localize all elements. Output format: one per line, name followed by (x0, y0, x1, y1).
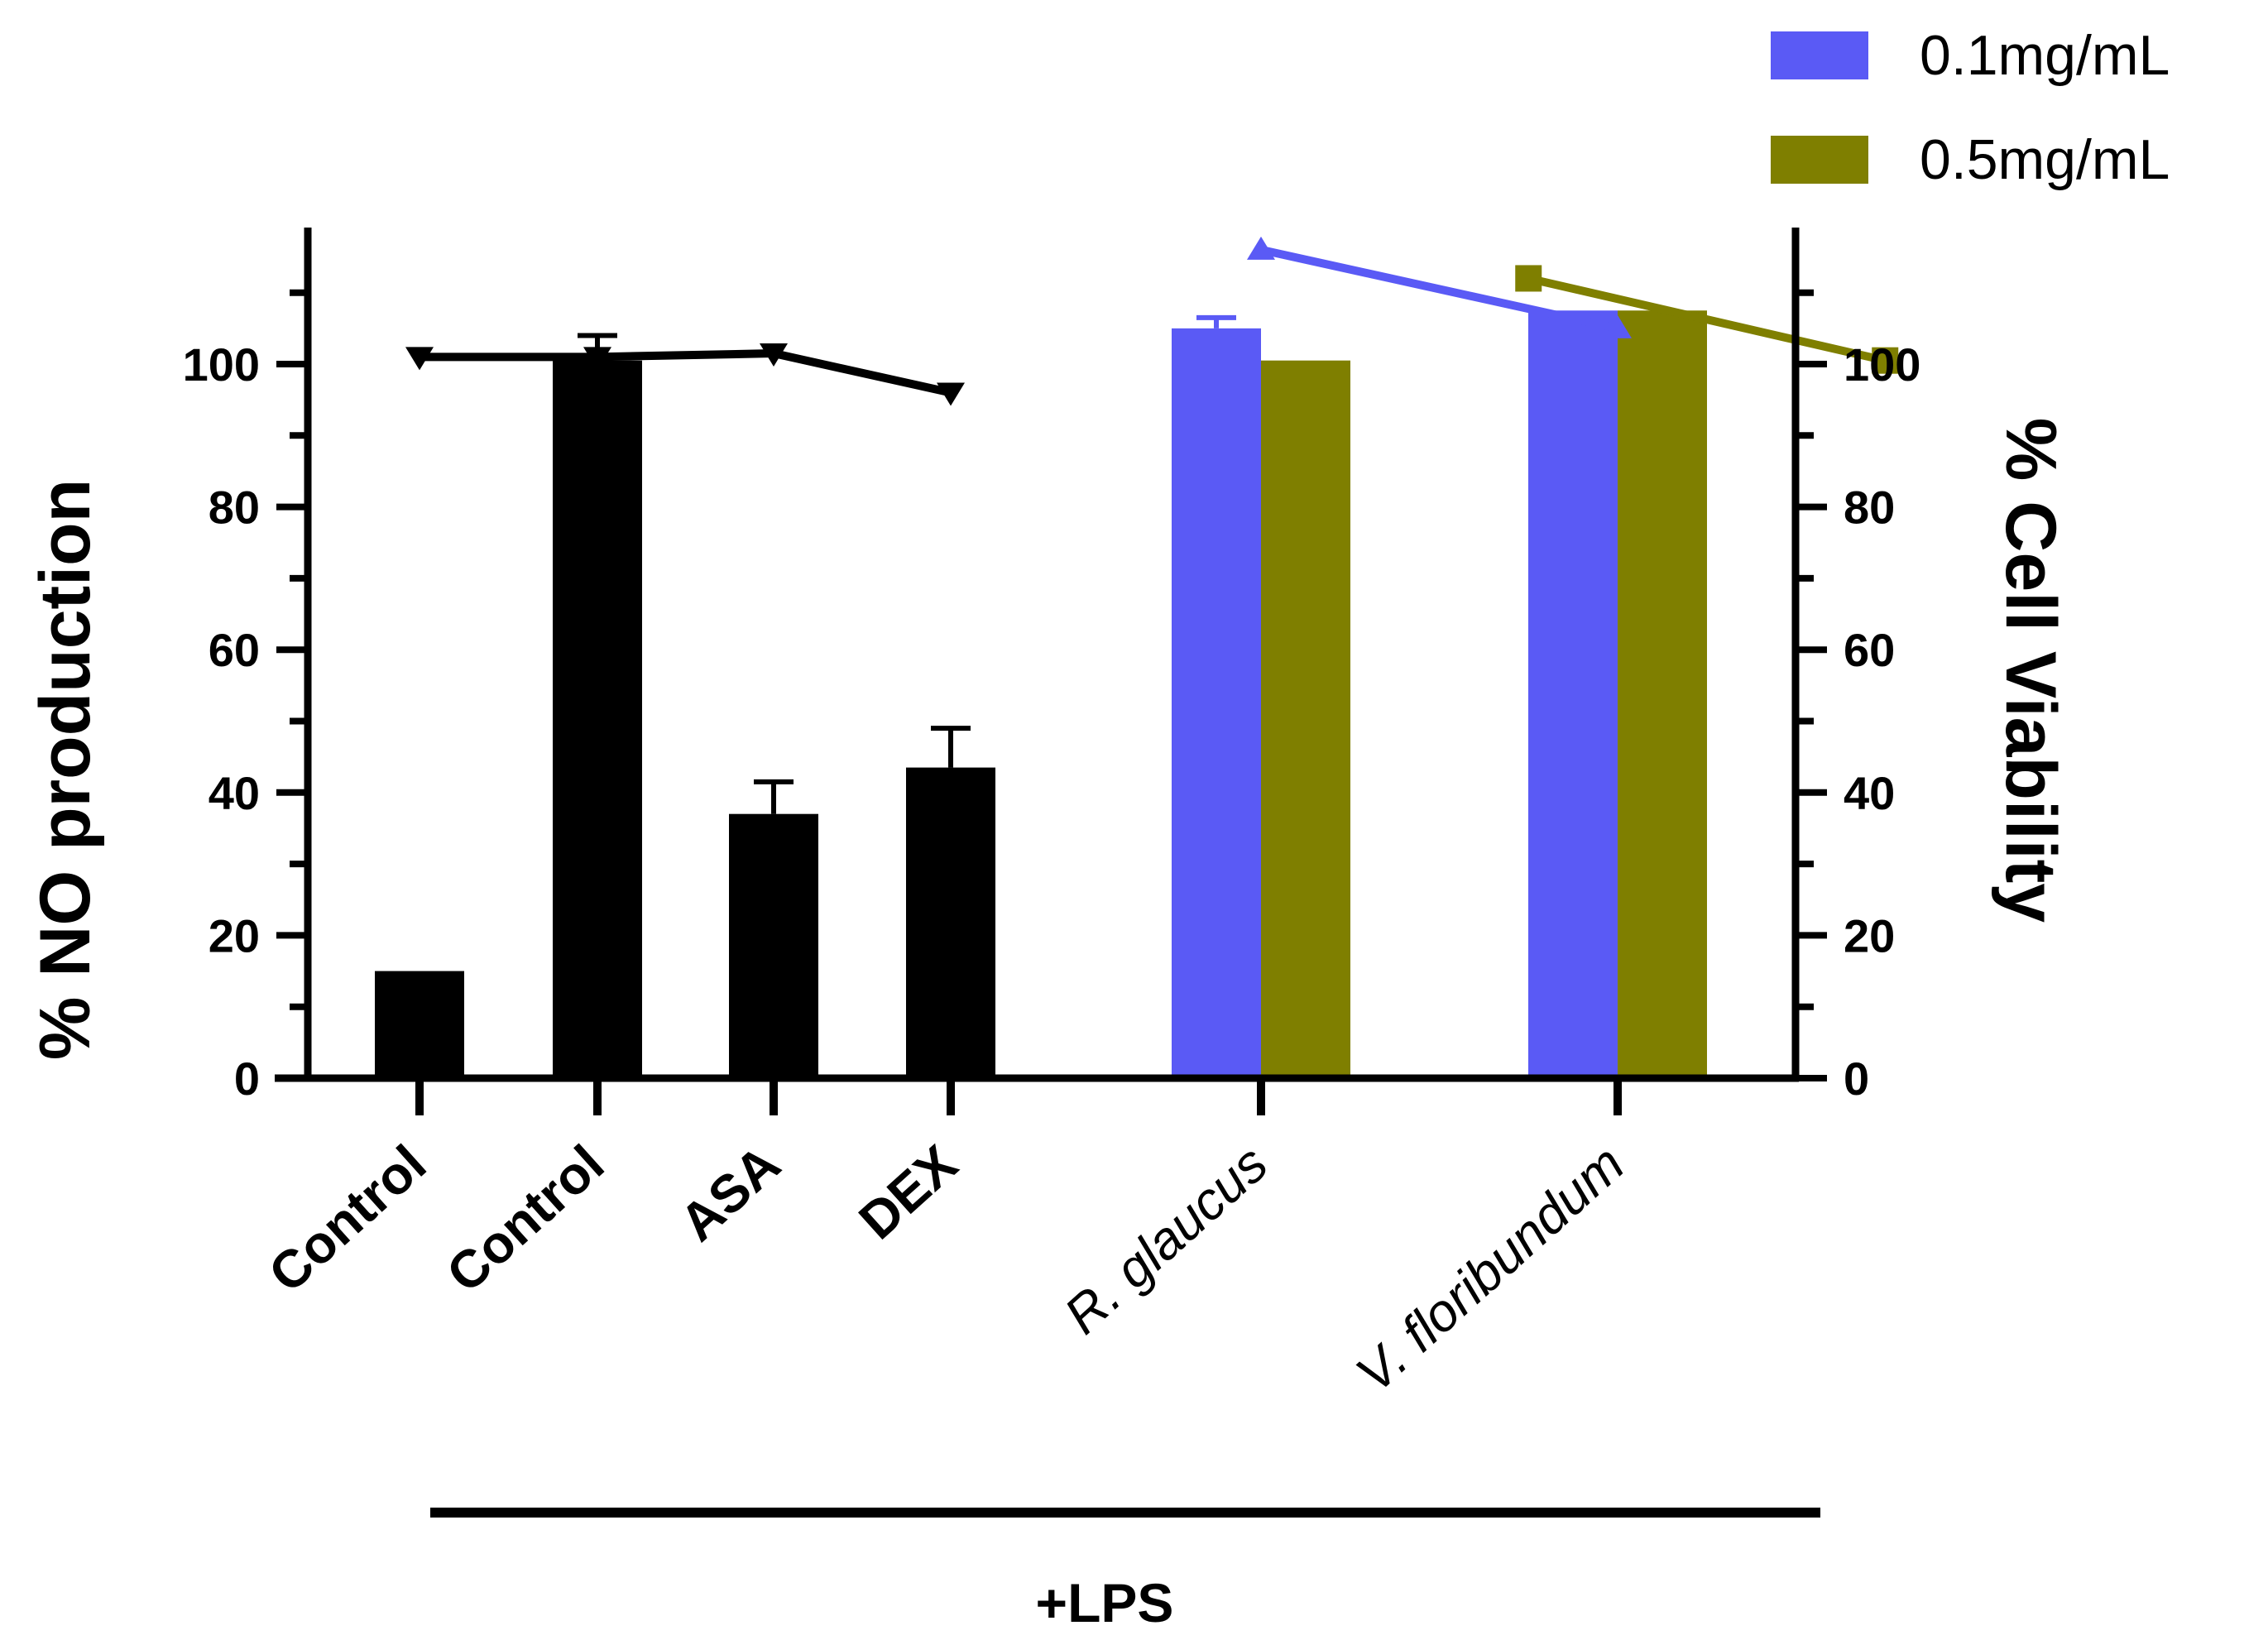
y-axis-title: % NO production (26, 479, 105, 1060)
viability-point (583, 347, 611, 371)
legend-label: 0.1mg/mL (1920, 24, 2170, 87)
y2-axis-title: % Cell Viability (1991, 418, 2070, 923)
y-tick-label: 20 (209, 909, 260, 961)
legend-label: 0.5mg/mL (1920, 128, 2170, 191)
viability-point (937, 382, 965, 406)
viability-point (1247, 236, 1275, 260)
bars (375, 310, 1707, 1079)
viability-point (1515, 265, 1542, 292)
y2-tick-label: 20 (1844, 909, 1895, 961)
bar (553, 360, 642, 1078)
viability-line (1527, 274, 1887, 365)
bar (1261, 360, 1350, 1078)
axes (275, 228, 1827, 1518)
viability-line (1259, 246, 1619, 333)
y-tick-label: 40 (209, 767, 260, 819)
viability-point (760, 343, 788, 367)
x-tick-label: V. floribundum (1345, 1134, 1635, 1403)
viability-lines (405, 236, 1899, 406)
viability-point (1872, 347, 1899, 374)
y-tick-label: 80 (209, 482, 260, 534)
y2-tick-label: 0 (1844, 1053, 1869, 1105)
legend: 0.1mg/mL 0.5mg/mL (1771, 24, 2170, 191)
x-tick-label: R. glaucus (1052, 1134, 1278, 1345)
bar (729, 813, 818, 1078)
y-tick-label: 60 (209, 624, 260, 676)
viability-point (1604, 314, 1632, 338)
bar (1618, 310, 1707, 1078)
y-tick-label: 100 (183, 338, 260, 391)
y2-tick-label: 60 (1844, 624, 1895, 676)
legend-swatch (1771, 136, 1868, 184)
bar (1528, 310, 1618, 1078)
x-tick-label: Control (435, 1134, 615, 1304)
viability-line (420, 349, 952, 397)
x-tick-label: Control (257, 1134, 437, 1304)
y2-tick-label: 40 (1844, 767, 1895, 819)
x-tick-label: ASA (669, 1134, 792, 1253)
y2-tick-label: 80 (1844, 482, 1895, 534)
legend-swatch (1771, 31, 1868, 79)
y2-tick-label: 100 (1844, 338, 1920, 391)
bar (1172, 328, 1261, 1079)
x-tick-label: DEX (847, 1134, 968, 1251)
error-bars (578, 314, 1236, 814)
viability-point (405, 347, 434, 371)
bar (375, 971, 464, 1078)
group-label: +LPS (1036, 1572, 1174, 1633)
bar (906, 767, 995, 1078)
y-tick-label: 0 (234, 1053, 260, 1105)
